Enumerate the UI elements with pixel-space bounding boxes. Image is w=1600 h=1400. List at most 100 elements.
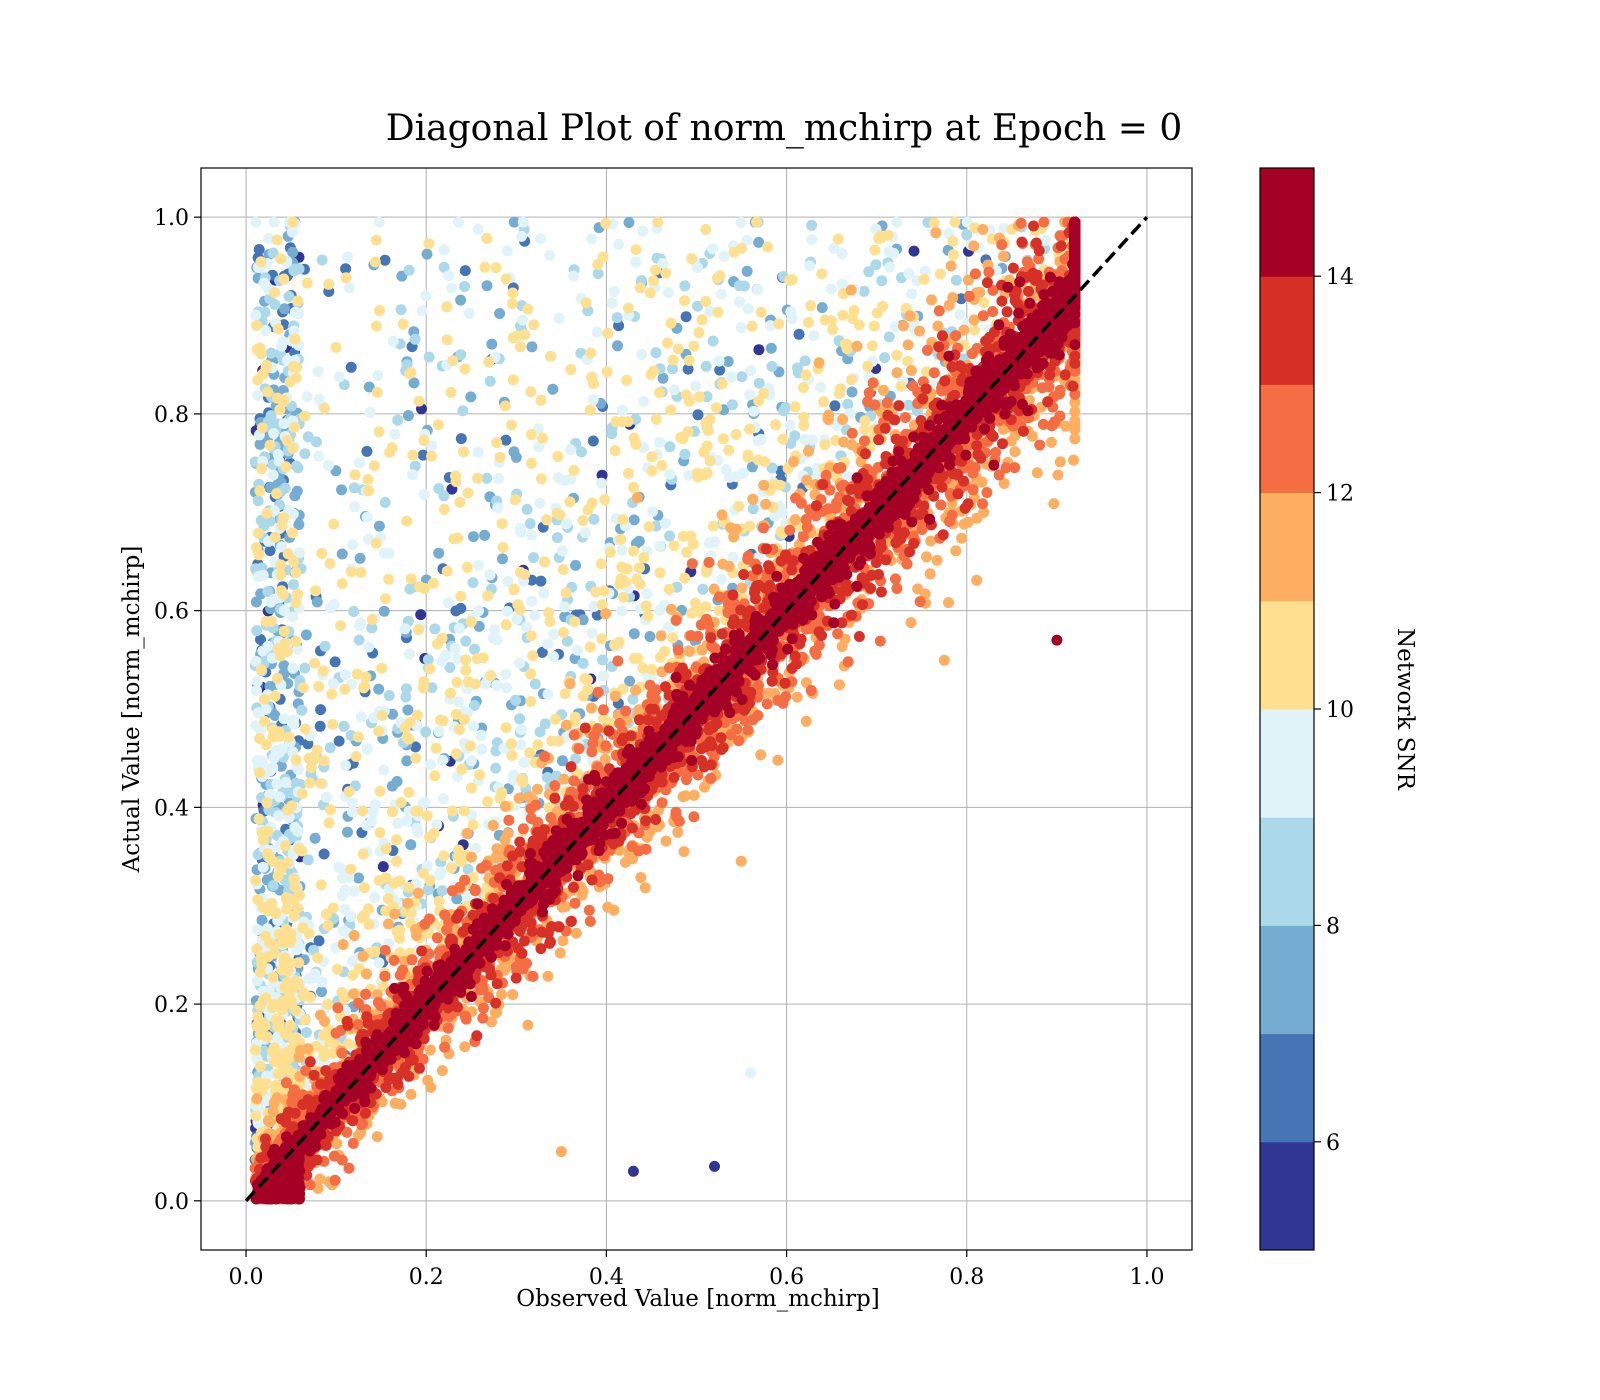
scatter-point (363, 485, 374, 497)
scatter-point (507, 287, 519, 299)
scatter-point (580, 297, 592, 309)
scatter-point (597, 251, 609, 263)
scatter-point (703, 556, 715, 568)
scatter-point (418, 488, 430, 500)
scatter-point (461, 828, 473, 839)
scatter-point (518, 757, 530, 768)
scatter-point (438, 503, 450, 515)
scatter-point (704, 414, 716, 426)
scatter-point (526, 529, 538, 541)
scatter-point (250, 720, 262, 732)
scatter-point (318, 755, 330, 767)
scatter-point (479, 529, 491, 541)
scatter-point (251, 625, 263, 637)
scatter-point (538, 587, 550, 599)
scatter-point (921, 551, 932, 563)
scatter-point (362, 473, 374, 485)
scatter-point (340, 272, 352, 284)
scatter-point (717, 558, 729, 570)
scatter-point (293, 957, 305, 969)
scatter-point (269, 287, 281, 299)
scatter-point (609, 690, 621, 702)
scatter-point (652, 216, 664, 228)
scatter-point (519, 329, 531, 341)
scatter-point (369, 891, 381, 903)
scatter-point (290, 754, 302, 766)
scatter-point (611, 312, 623, 324)
scatter-point (714, 364, 726, 376)
scatter-point (402, 410, 414, 422)
scatter-point (542, 970, 554, 982)
scatter-point (800, 369, 812, 381)
scatter-point (654, 567, 666, 579)
scatter-point (260, 992, 272, 1004)
scatter-point (323, 459, 334, 471)
scatter-point (1048, 498, 1060, 510)
scatter-point (745, 1067, 757, 1079)
scatter-point (770, 419, 782, 431)
scatter-point (956, 532, 968, 544)
scatter-point (418, 868, 429, 879)
scatter-point (600, 740, 612, 752)
scatter-point (700, 224, 712, 235)
scatter-point (494, 451, 506, 463)
scatter-point (455, 855, 467, 867)
scatter-point (464, 740, 476, 752)
scatter-point (453, 622, 465, 634)
scatter-point (490, 762, 502, 774)
scatter-point (677, 530, 689, 542)
scatter-point (522, 1019, 534, 1031)
scatter-point (679, 295, 690, 307)
scatter-point (978, 297, 990, 308)
scatter-point (510, 451, 522, 463)
scatter-point (723, 444, 735, 456)
scatter-point (467, 577, 479, 589)
scatter-point (836, 248, 848, 260)
scatter-point (535, 394, 547, 406)
scatter-point (258, 1018, 270, 1030)
scatter-point (479, 261, 491, 273)
scatter-point (430, 742, 442, 754)
scatter-point (453, 696, 465, 708)
scatter-point (808, 330, 820, 342)
scatter-point (521, 503, 533, 515)
scatter-point (816, 268, 828, 280)
scatter-point (267, 731, 279, 743)
scatter-point (279, 482, 291, 494)
scatter-point (379, 970, 391, 982)
scatter-point (654, 604, 666, 616)
scatter-point (374, 305, 385, 316)
scatter-point (851, 340, 863, 352)
scatter-point (813, 357, 825, 369)
scatter-point (378, 764, 390, 776)
scatter-point (426, 440, 437, 452)
scatter-point (442, 1022, 454, 1034)
scatter-point (735, 855, 747, 867)
scatter-point (742, 451, 754, 463)
scatter-point (445, 387, 457, 398)
scatter-point (399, 623, 411, 635)
scatter-point (459, 1041, 471, 1053)
scatter-point (631, 492, 643, 504)
scatter-point (432, 419, 444, 431)
scatter-point (324, 602, 336, 614)
scatter-point (525, 668, 537, 680)
scatter-point (379, 254, 391, 266)
scatter-point (613, 238, 624, 250)
scatter-point (533, 441, 545, 453)
scatter-point (348, 885, 360, 897)
scatter-point (441, 334, 453, 346)
scatter-point (435, 866, 447, 878)
scatter-point (866, 340, 878, 352)
scatter-point (568, 729, 580, 741)
scatter-point (333, 735, 345, 747)
scatter-point (720, 464, 732, 476)
scatter-point (462, 863, 474, 875)
scatter-point (292, 825, 304, 837)
scatter-point (287, 442, 299, 454)
scatter-point (436, 885, 448, 897)
scatter-point (366, 622, 378, 634)
scatter-point (255, 664, 267, 676)
scatter-point (582, 674, 593, 686)
scatter-point (255, 952, 267, 964)
